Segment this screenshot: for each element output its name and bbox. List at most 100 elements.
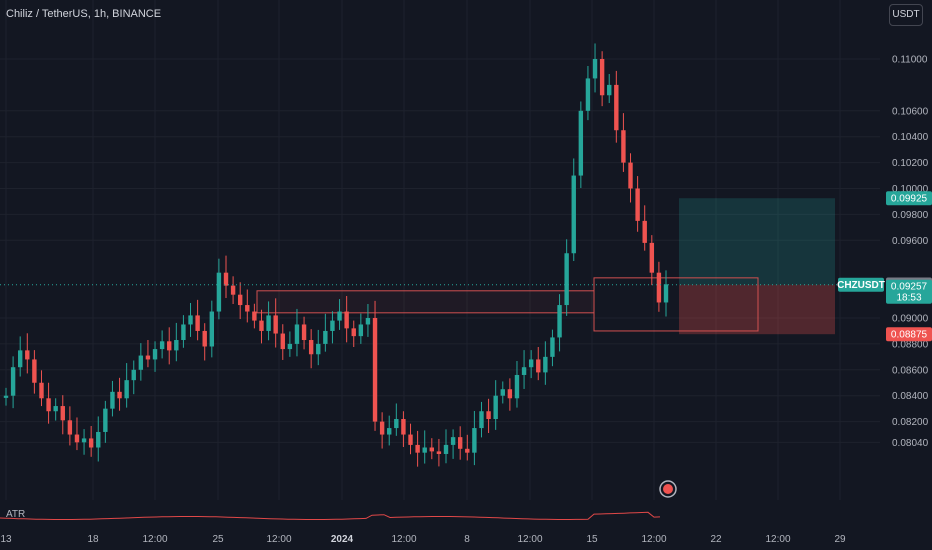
candle-body: [436, 451, 442, 454]
candle-body: [88, 438, 94, 448]
candle-body: [578, 110, 584, 176]
candle-body: [663, 284, 669, 303]
candle-body: [167, 341, 172, 351]
y-tick-label: 0.10000: [892, 184, 929, 195]
x-tick-label: 8: [464, 534, 470, 545]
resistance-box: [256, 290, 595, 314]
candle-body: [656, 272, 662, 303]
candle-body: [372, 318, 378, 422]
y-tick-label: 0.08200: [892, 417, 929, 428]
y-tick-label: 0.09600: [892, 236, 929, 247]
x-tick-label: 2024: [331, 534, 354, 545]
x-tick-label: 12:00: [142, 534, 167, 545]
candle-body: [138, 355, 144, 370]
candle-body: [152, 349, 158, 360]
candle-body: [330, 320, 335, 331]
candle-body: [649, 242, 655, 273]
candle-body: [585, 78, 591, 111]
candle-body: [323, 330, 328, 344]
candle-body: [74, 434, 80, 443]
candle-body: [209, 311, 215, 347]
symbol-tag: [838, 277, 884, 292]
candle-body: [273, 315, 278, 334]
candle-body: [223, 272, 229, 286]
candle-body: [599, 59, 605, 96]
candle-body: [394, 419, 399, 429]
y-tick-label: 0.09800: [892, 210, 929, 221]
candle-body: [351, 328, 356, 337]
candle-body: [642, 220, 647, 243]
currency-button[interactable]: USDT: [889, 4, 923, 26]
x-tick-label: 12:00: [391, 534, 416, 545]
candle-body: [550, 337, 555, 357]
profit-zone: [679, 198, 835, 285]
x-tick-label: 25: [212, 534, 224, 545]
y-tick-label: 0.10400: [892, 132, 929, 143]
tradingview-logo-icon: [659, 480, 677, 498]
candle-body: [316, 343, 321, 355]
candle-body: [308, 340, 314, 355]
y-tick-label: 0.10200: [892, 158, 929, 169]
candle-body: [117, 391, 122, 399]
candle-body: [379, 421, 385, 435]
candle-body: [245, 305, 250, 312]
candle-body: [25, 350, 30, 360]
candle-body: [145, 355, 151, 360]
candle-body: [237, 294, 243, 306]
candle-body: [564, 253, 569, 306]
x-tick-label: 12:00: [641, 534, 666, 545]
candle-body: [472, 428, 477, 453]
x-tick-label: 29: [834, 534, 846, 545]
candle-body: [401, 419, 406, 435]
candle-body: [230, 285, 236, 295]
price-tag-take-profit: [886, 191, 932, 206]
candle-body: [365, 318, 371, 325]
chart-title: Chiliz / TetherUS, 1h, BINANCE: [6, 8, 162, 20]
candle-body: [557, 305, 562, 338]
candle-body: [607, 84, 612, 96]
candle-body: [60, 406, 65, 421]
drawn-rectangles: [256, 277, 759, 332]
position-zones: [679, 198, 835, 335]
candle-body: [408, 434, 413, 445]
y-tick-label: 0.11000: [892, 55, 928, 66]
candle-body: [159, 341, 165, 350]
candle-body: [415, 444, 420, 453]
candle-body: [53, 406, 58, 412]
atr-line: [0, 511, 661, 520]
x-tick-label: 22: [710, 534, 722, 545]
candle-body: [46, 398, 51, 412]
candle-body: [422, 447, 427, 453]
candle-body: [628, 162, 633, 189]
candle-body: [387, 428, 392, 435]
candle-body: [181, 324, 186, 341]
candles: [3, 43, 669, 467]
candle-body: [174, 340, 179, 351]
candle-body: [500, 389, 505, 396]
candle-body: [514, 374, 520, 399]
x-tick-label: 12:00: [266, 534, 291, 545]
candle-body: [188, 315, 193, 325]
candle-body: [465, 448, 470, 453]
x-tick-label: 18: [87, 534, 99, 545]
candle-body: [252, 311, 257, 321]
candle-body: [39, 382, 44, 399]
candle-body: [216, 272, 222, 312]
candle-body: [507, 389, 513, 399]
candle-body: [17, 350, 23, 368]
candle-body: [81, 438, 87, 443]
candle-body: [259, 320, 264, 331]
grid-lines: [0, 0, 880, 500]
candle-body: [287, 343, 293, 350]
candle-body: [536, 359, 541, 373]
candle-body: [301, 324, 307, 341]
countdown-text: 18:53: [896, 293, 921, 304]
candle-body: [486, 411, 491, 420]
candle-body: [457, 437, 463, 449]
last-price-text: 0.09257: [891, 282, 928, 293]
candle-body: [443, 444, 449, 454]
candle-body: [635, 188, 640, 221]
candle-body: [358, 324, 364, 337]
